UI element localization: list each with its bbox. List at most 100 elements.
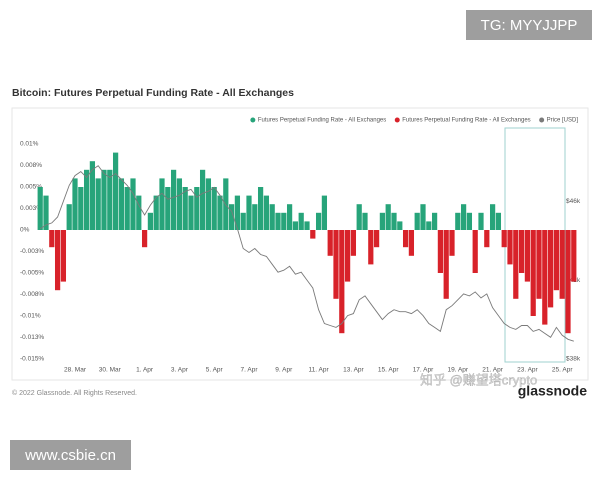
bar [321, 195, 328, 230]
x-tick-label: 11. Apr [309, 367, 330, 374]
y-tick-label: 0.01% [20, 141, 39, 148]
bar [373, 230, 380, 248]
bar [176, 178, 183, 230]
bar [547, 230, 554, 308]
y-tick-label: 0% [20, 227, 30, 234]
bar [559, 230, 565, 299]
bar [37, 187, 43, 230]
bar [437, 230, 444, 273]
bar [165, 187, 171, 230]
y-tick-label: -0.003% [20, 248, 44, 255]
bar [223, 178, 229, 230]
x-tick-label: 30. Mar [99, 367, 122, 374]
bar [356, 204, 362, 230]
bar [159, 178, 165, 230]
bar [54, 230, 61, 291]
bar [211, 187, 217, 230]
y-tick-label: -0.005% [20, 270, 44, 277]
bar [449, 230, 455, 256]
bar [466, 212, 473, 230]
bar [112, 152, 119, 230]
x-tick-label: 3. Apr [171, 367, 189, 374]
watermark-badge: TG: MYYJJPP [466, 10, 592, 40]
bar [495, 212, 502, 230]
bar [362, 212, 368, 230]
bar [199, 169, 206, 230]
bar [455, 212, 461, 230]
bar [489, 204, 496, 230]
bar [478, 212, 484, 230]
bar [257, 187, 264, 230]
bar [240, 212, 246, 230]
bar [107, 169, 113, 230]
bar [315, 212, 322, 230]
bar [402, 230, 409, 248]
bar [95, 178, 101, 230]
y-tick-label: -0.013% [20, 334, 44, 341]
bar [344, 230, 351, 282]
chart: Bitcoin: Futures Perpetual Funding Rate … [11, 87, 589, 399]
bar [565, 230, 571, 334]
legend-label: Futures Perpetual Funding Rate - All Exc… [258, 118, 386, 124]
y-tick-label: 0.005% [20, 184, 42, 191]
bar [298, 212, 304, 230]
y-tick-label: 0.008% [20, 162, 42, 169]
bar [72, 178, 78, 230]
bar [333, 230, 339, 299]
bar [524, 230, 531, 282]
bar [408, 230, 415, 256]
bar [228, 204, 235, 230]
bar [350, 230, 357, 256]
bar [78, 187, 84, 230]
x-tick-label: 7. Apr [241, 367, 259, 374]
bar [83, 169, 90, 230]
bar [89, 161, 96, 230]
bar [147, 212, 154, 230]
bar [507, 230, 513, 265]
bar [188, 195, 194, 230]
bar [379, 212, 386, 230]
bar [60, 230, 67, 282]
bar [501, 230, 507, 248]
bar [246, 195, 252, 230]
bar [513, 230, 519, 299]
watermark-badge: www.csbie.cn [10, 440, 131, 470]
y2-tick-label: $46k [566, 198, 581, 205]
bar [542, 230, 548, 325]
bar [101, 169, 107, 230]
bar [553, 230, 560, 291]
bar [571, 230, 577, 282]
y-tick-label: -0.015% [20, 356, 44, 363]
bar [252, 204, 258, 230]
x-tick-label: 15. Apr [378, 367, 399, 374]
bar [304, 221, 310, 230]
bar [310, 230, 316, 239]
bar [391, 212, 397, 230]
x-tick-label: 28. Mar [64, 367, 87, 374]
y-tick-label: 0.003% [20, 205, 42, 212]
bar [327, 230, 333, 256]
bar [153, 195, 159, 230]
bar [263, 195, 270, 230]
legend-label: Futures Perpetual Funding Rate - All Exc… [402, 118, 530, 124]
y-tick-label: -0.008% [20, 291, 44, 298]
chart-panel [11, 107, 589, 381]
x-tick-label: 23. Apr [517, 367, 538, 374]
bar [426, 221, 432, 230]
x-tick-label: 5. Apr [206, 367, 224, 374]
x-tick-label: 1. Apr [136, 367, 154, 374]
bar [420, 204, 426, 230]
bar [281, 212, 287, 230]
bar [124, 187, 130, 230]
copyright: © 2022 Glassnode. All Rights Reserved. [12, 389, 137, 397]
bar [286, 204, 293, 230]
legend-marker [394, 117, 400, 123]
price-line [39, 165, 574, 342]
bar [339, 230, 345, 334]
bar [484, 230, 490, 248]
legend-label: Price [USD] [547, 118, 579, 124]
bar [472, 230, 478, 273]
bar [414, 212, 420, 230]
bar [275, 212, 281, 230]
bar [269, 204, 275, 230]
